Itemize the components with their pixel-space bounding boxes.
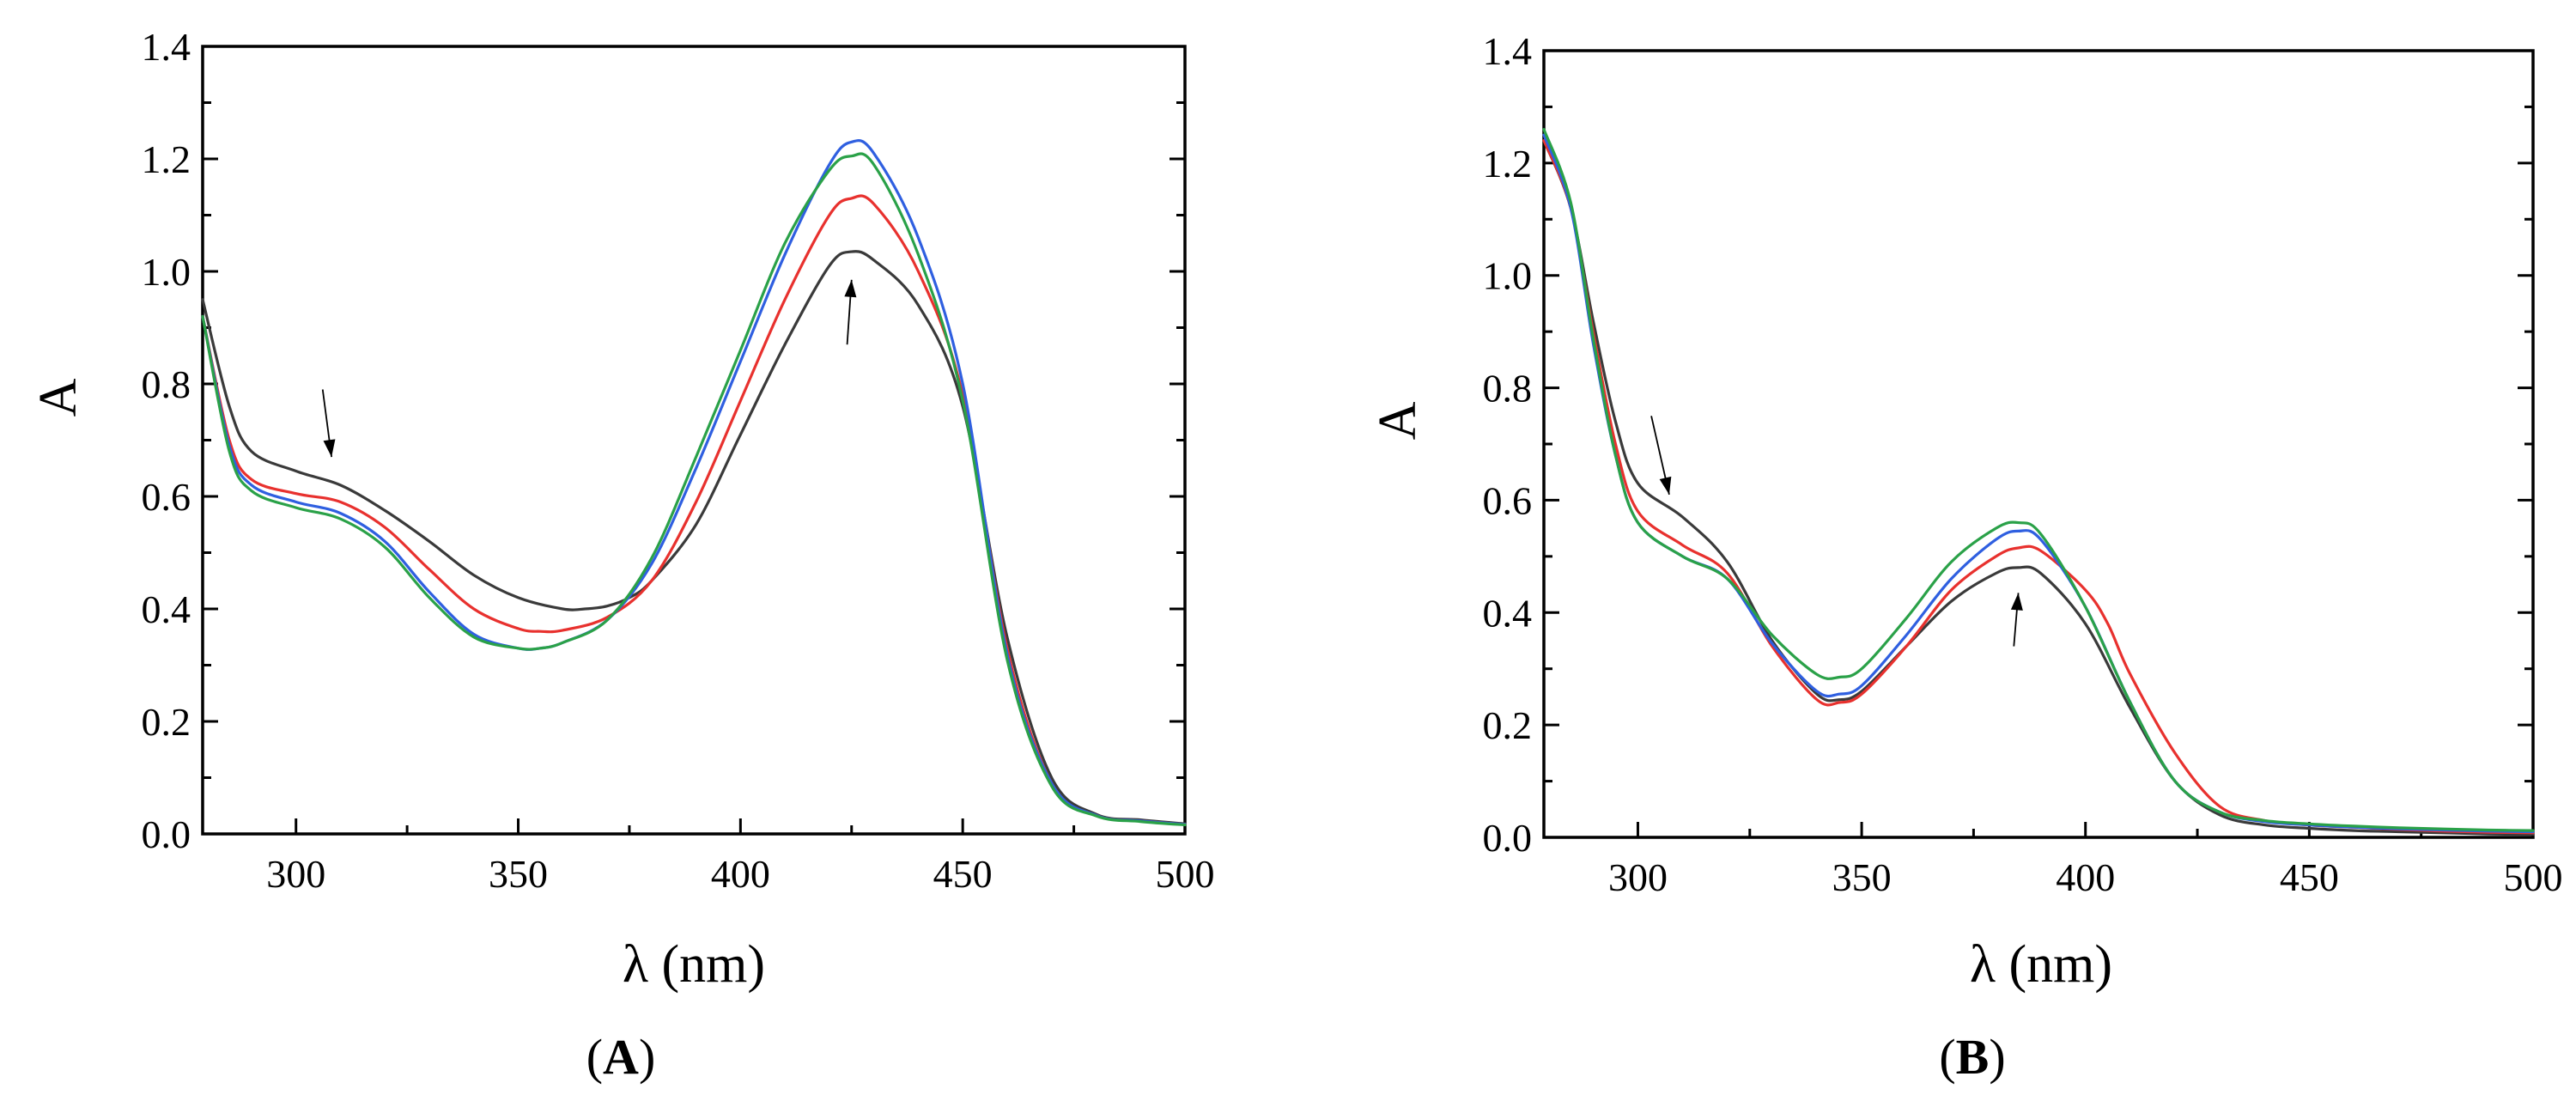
panel-b-y-tick-label: 0.6 bbox=[1483, 478, 1533, 522]
panel-b-x-axis-title: λ (nm) bbox=[1970, 935, 2112, 994]
panel-a-arrow-up-icon bbox=[844, 279, 857, 298]
panel-b-x-tick-label: 300 bbox=[1608, 855, 1668, 899]
panel-b-x-tick-label: 400 bbox=[2056, 855, 2115, 899]
panel-a-chart: 300 350 400 450 500 0.0 0.2 0.4 0.6 0.8 1.0 1.2 1.4… bbox=[29, 25, 1215, 1085]
panel-a-y-tick-label: 0.6 bbox=[142, 475, 191, 519]
panel-a-series-green-line bbox=[201, 152, 1187, 827]
panel-b-y-tick-label: 1.4 bbox=[1483, 29, 1533, 73]
panel-a-y-tick-label: 1.0 bbox=[142, 250, 191, 294]
panel-a-series-red-line bbox=[201, 194, 1187, 826]
panel-a-y-tick-labels: 0.0 0.2 0.4 0.6 0.8 1.0 1.2 1.4 bbox=[142, 25, 191, 856]
panel-b-x-tick-label: 450 bbox=[2280, 855, 2339, 899]
panel-a-x-tick-label: 400 bbox=[711, 852, 770, 896]
panel-a-x-tick-label: 350 bbox=[489, 852, 548, 896]
panel-b-x-tick-label: 500 bbox=[2504, 855, 2563, 899]
panel-b-y-tick-label: 0.0 bbox=[1483, 816, 1533, 860]
panel-b-series-green-line bbox=[1542, 128, 2535, 832]
panel-a-arrows bbox=[321, 279, 857, 458]
panel-b-y-tick-label: 0.4 bbox=[1483, 591, 1533, 635]
panel-a-y-tick-label: 1.2 bbox=[142, 137, 191, 181]
panel-a-label: (A) bbox=[586, 1029, 656, 1085]
panel-b-y-tick-labels: 0.0 0.2 0.4 0.6 0.8 1.0 1.2 1.4 bbox=[1483, 29, 1533, 860]
panel-b-x-tick-labels: 300 350 400 450 500 bbox=[1608, 855, 2563, 899]
panel-a-y-tick-label: 0.8 bbox=[142, 362, 191, 406]
panel-a-y-tick-label: 1.4 bbox=[142, 25, 191, 69]
panel-a-y-tick-label: 0.2 bbox=[142, 700, 191, 744]
panel-a-x-tick-labels: 300 350 400 450 500 bbox=[266, 852, 1214, 896]
panel-b-label: (B) bbox=[1939, 1029, 2005, 1085]
panel-b-series-blue-line bbox=[1542, 133, 2535, 834]
panel-b-arrow-down-icon bbox=[1659, 476, 1672, 495]
panel-b-series bbox=[1542, 128, 2535, 836]
panel-a-y-tick-label: 0.0 bbox=[142, 812, 191, 856]
panel-b-plot-frame bbox=[1542, 49, 2535, 839]
panel-b-arrows bbox=[1650, 416, 2023, 647]
panel-b-ticks bbox=[1544, 49, 2535, 839]
panel-a-x-tick-label: 500 bbox=[1156, 852, 1215, 896]
panel-b-series-black-line bbox=[1542, 139, 2535, 836]
panel-b-y-tick-label: 0.8 bbox=[1483, 367, 1533, 411]
panel-b-arrow-up-icon bbox=[2010, 593, 2023, 611]
panel-a-label-letter: A bbox=[603, 1029, 639, 1085]
panel-a-x-axis-title: λ (nm) bbox=[623, 935, 765, 994]
panel-a-y-axis-title: A bbox=[29, 378, 88, 417]
panel-a-x-tick-label: 300 bbox=[266, 852, 325, 896]
panel-b-series-red-line bbox=[1542, 139, 2535, 835]
panel-a-y-tick-label: 0.4 bbox=[142, 587, 191, 631]
panel-b-y-tick-label: 1.0 bbox=[1483, 254, 1533, 298]
panel-b-y-axis-title: A bbox=[1369, 401, 1427, 440]
panel-a-ticks bbox=[203, 45, 1187, 836]
panel-b-x-tick-label: 350 bbox=[1832, 855, 1892, 899]
panel-a-series-blue-line bbox=[201, 139, 1187, 826]
panel-a-plot-frame bbox=[201, 45, 1187, 836]
panel-a-series-black-line bbox=[201, 250, 1187, 825]
panel-b-chart: 300 350 400 450 500 0.0 0.2 0.4 0.6 0.8 1.0 1.2 1.4… bbox=[1369, 29, 2563, 1085]
panel-b-label-letter: B bbox=[1956, 1029, 1990, 1085]
panel-b-y-tick-label: 0.2 bbox=[1483, 703, 1533, 747]
panel-a-series bbox=[201, 139, 1187, 827]
panel-a-arrow-down-icon bbox=[323, 439, 336, 458]
panel-b-y-tick-label: 1.2 bbox=[1483, 142, 1533, 186]
panel-a-x-tick-label: 450 bbox=[933, 852, 993, 896]
